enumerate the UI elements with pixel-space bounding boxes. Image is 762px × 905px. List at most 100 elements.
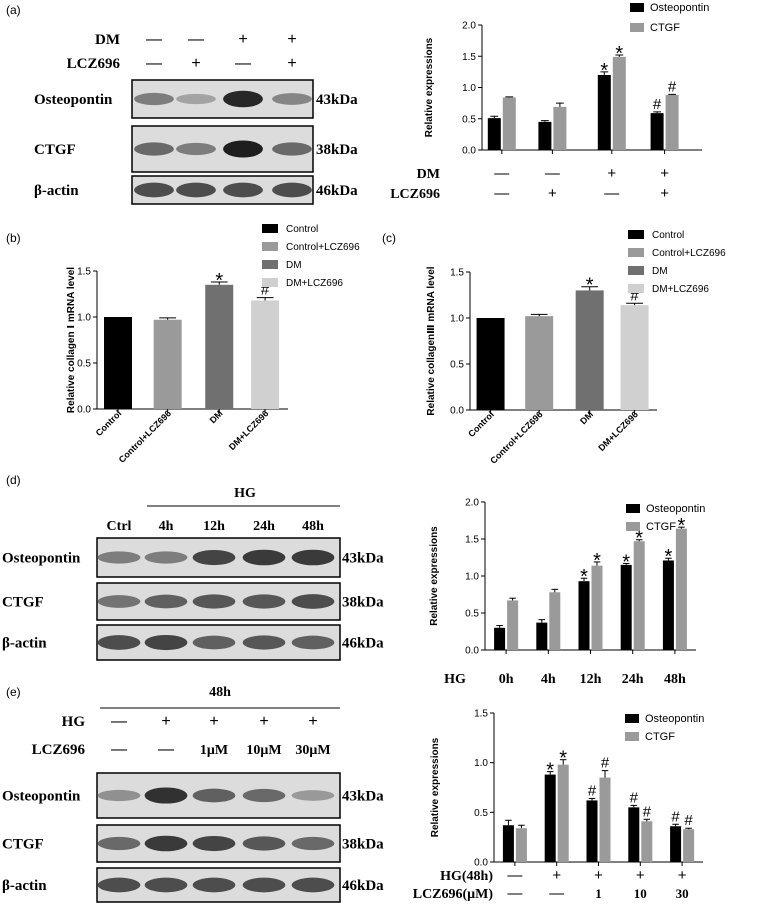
bar (586, 800, 598, 862)
bar (536, 622, 548, 650)
x-row-cell: 1 (595, 886, 602, 901)
protein-band (134, 92, 174, 106)
significance-mark: # (601, 755, 610, 772)
legend-label: Osteopontin (646, 503, 705, 515)
y-tick-label: 0.5 (474, 808, 488, 819)
treatment-cell: — (111, 713, 127, 730)
band-protein-label: CTGF (34, 142, 76, 158)
band-size-label: 43kDa (316, 92, 358, 108)
bar (612, 56, 626, 150)
legend-label: Control+LCZ696 (286, 242, 360, 253)
x-row-cell: + (548, 185, 557, 202)
treatment-cell: 30μM (295, 743, 330, 758)
protein-band (242, 877, 286, 893)
x-category-label: Control (94, 408, 124, 438)
protein-band (223, 182, 263, 198)
x-category-label: Control+LCZ696 (117, 408, 173, 464)
y-tick-label: 1.5 (462, 52, 476, 63)
bar (502, 825, 514, 862)
significance-mark: * (546, 760, 554, 782)
x-row-cell: — (507, 885, 522, 902)
bar (683, 829, 695, 862)
x-category-label: DM+LCZ696 (227, 408, 271, 452)
protein-band (97, 789, 141, 802)
legend-label: DM (652, 266, 668, 277)
y-tick-label: 1.5 (450, 268, 464, 279)
panel-label: (d) (6, 473, 21, 487)
legend-swatch (628, 248, 644, 257)
bar (205, 284, 234, 409)
treatment-cell: — (111, 741, 127, 758)
x-row-cell: — (494, 165, 509, 182)
legend-label: Osteopontin (645, 713, 704, 725)
lane-label: 4h (159, 519, 174, 534)
treatment-cell: + (287, 31, 296, 48)
protein-band (242, 836, 286, 851)
significance-mark: # (671, 808, 680, 825)
protein-band (192, 635, 236, 650)
treatment-cell: — (146, 55, 162, 72)
treatment-cell: + (161, 713, 170, 730)
band-size-label: 38kDa (342, 595, 384, 611)
bar (153, 319, 182, 409)
protein-band (97, 635, 141, 650)
protein-band (291, 836, 335, 851)
protein-band (144, 551, 188, 564)
x-row-cell: — (507, 867, 522, 884)
bar (591, 565, 603, 650)
x-category-label: 0h (499, 672, 514, 687)
bar (597, 75, 611, 150)
protein-band (291, 790, 335, 801)
significance-mark: * (215, 270, 223, 292)
significance-mark: # (630, 287, 639, 304)
legend-label: CTGF (645, 731, 675, 743)
bar (494, 627, 506, 650)
significance-mark: # (668, 78, 677, 95)
treatment-cell: 10μM (246, 743, 281, 758)
treatment-cell: + (238, 31, 247, 48)
bar (650, 113, 664, 150)
x-category-label: Control (466, 409, 496, 439)
protein-band (192, 877, 236, 893)
band-protein-label: β-actin (2, 636, 47, 652)
protein-band (291, 549, 335, 566)
legend-label: DM+LCZ696 (286, 278, 343, 289)
legend-swatch (628, 230, 644, 239)
y-tick-label: 0.0 (465, 646, 479, 657)
x-row-cell: — (604, 185, 619, 202)
significance-mark: * (622, 551, 630, 573)
y-tick-label: 1.5 (77, 267, 91, 278)
x-row-label: DM (417, 167, 440, 182)
x-row-cell: 10 (634, 886, 647, 901)
bar (599, 777, 611, 862)
bar (104, 317, 133, 409)
y-tick-label: 2.0 (462, 21, 476, 32)
legend-swatch (626, 522, 640, 531)
legend-swatch (626, 504, 640, 513)
protein-band (97, 877, 141, 893)
bar (538, 121, 552, 150)
bar (544, 774, 556, 862)
protein-band (97, 551, 141, 564)
legend-swatch (630, 23, 644, 32)
protein-band (144, 594, 188, 609)
protein-band (144, 787, 188, 804)
legend-swatch (625, 714, 639, 723)
y-axis-label: Relative expressions (429, 526, 440, 626)
bar (620, 305, 649, 410)
protein-band (242, 594, 286, 609)
bar (578, 581, 590, 650)
x-category-label: DM (208, 408, 225, 425)
protein-band (192, 549, 236, 566)
x-row-cell: + (636, 867, 645, 884)
lane-label: 24h (253, 519, 275, 534)
bar (515, 828, 527, 862)
y-tick-label: 1.5 (465, 535, 479, 546)
protein-band (134, 182, 174, 198)
blot-group-label: HG (234, 486, 256, 501)
significance-mark: * (635, 528, 643, 550)
protein-band (192, 594, 236, 609)
treatment-cell: 1μM (200, 743, 228, 758)
treatment-cell: — (158, 741, 174, 758)
significance-mark: # (261, 282, 270, 299)
